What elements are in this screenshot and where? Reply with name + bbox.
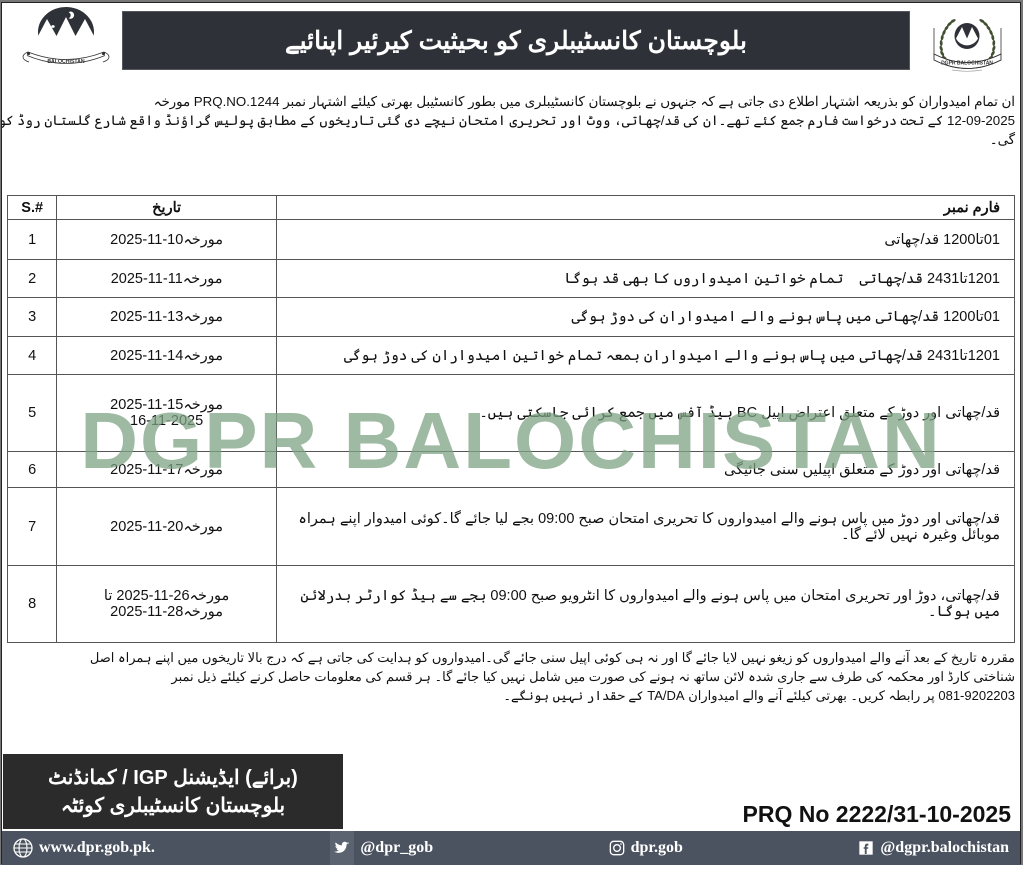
svg-text:DGPR BALOCHISTAN: DGPR BALOCHISTAN [942, 61, 994, 67]
svg-text:BALOCHISTAN: BALOCHISTAN [48, 59, 86, 65]
